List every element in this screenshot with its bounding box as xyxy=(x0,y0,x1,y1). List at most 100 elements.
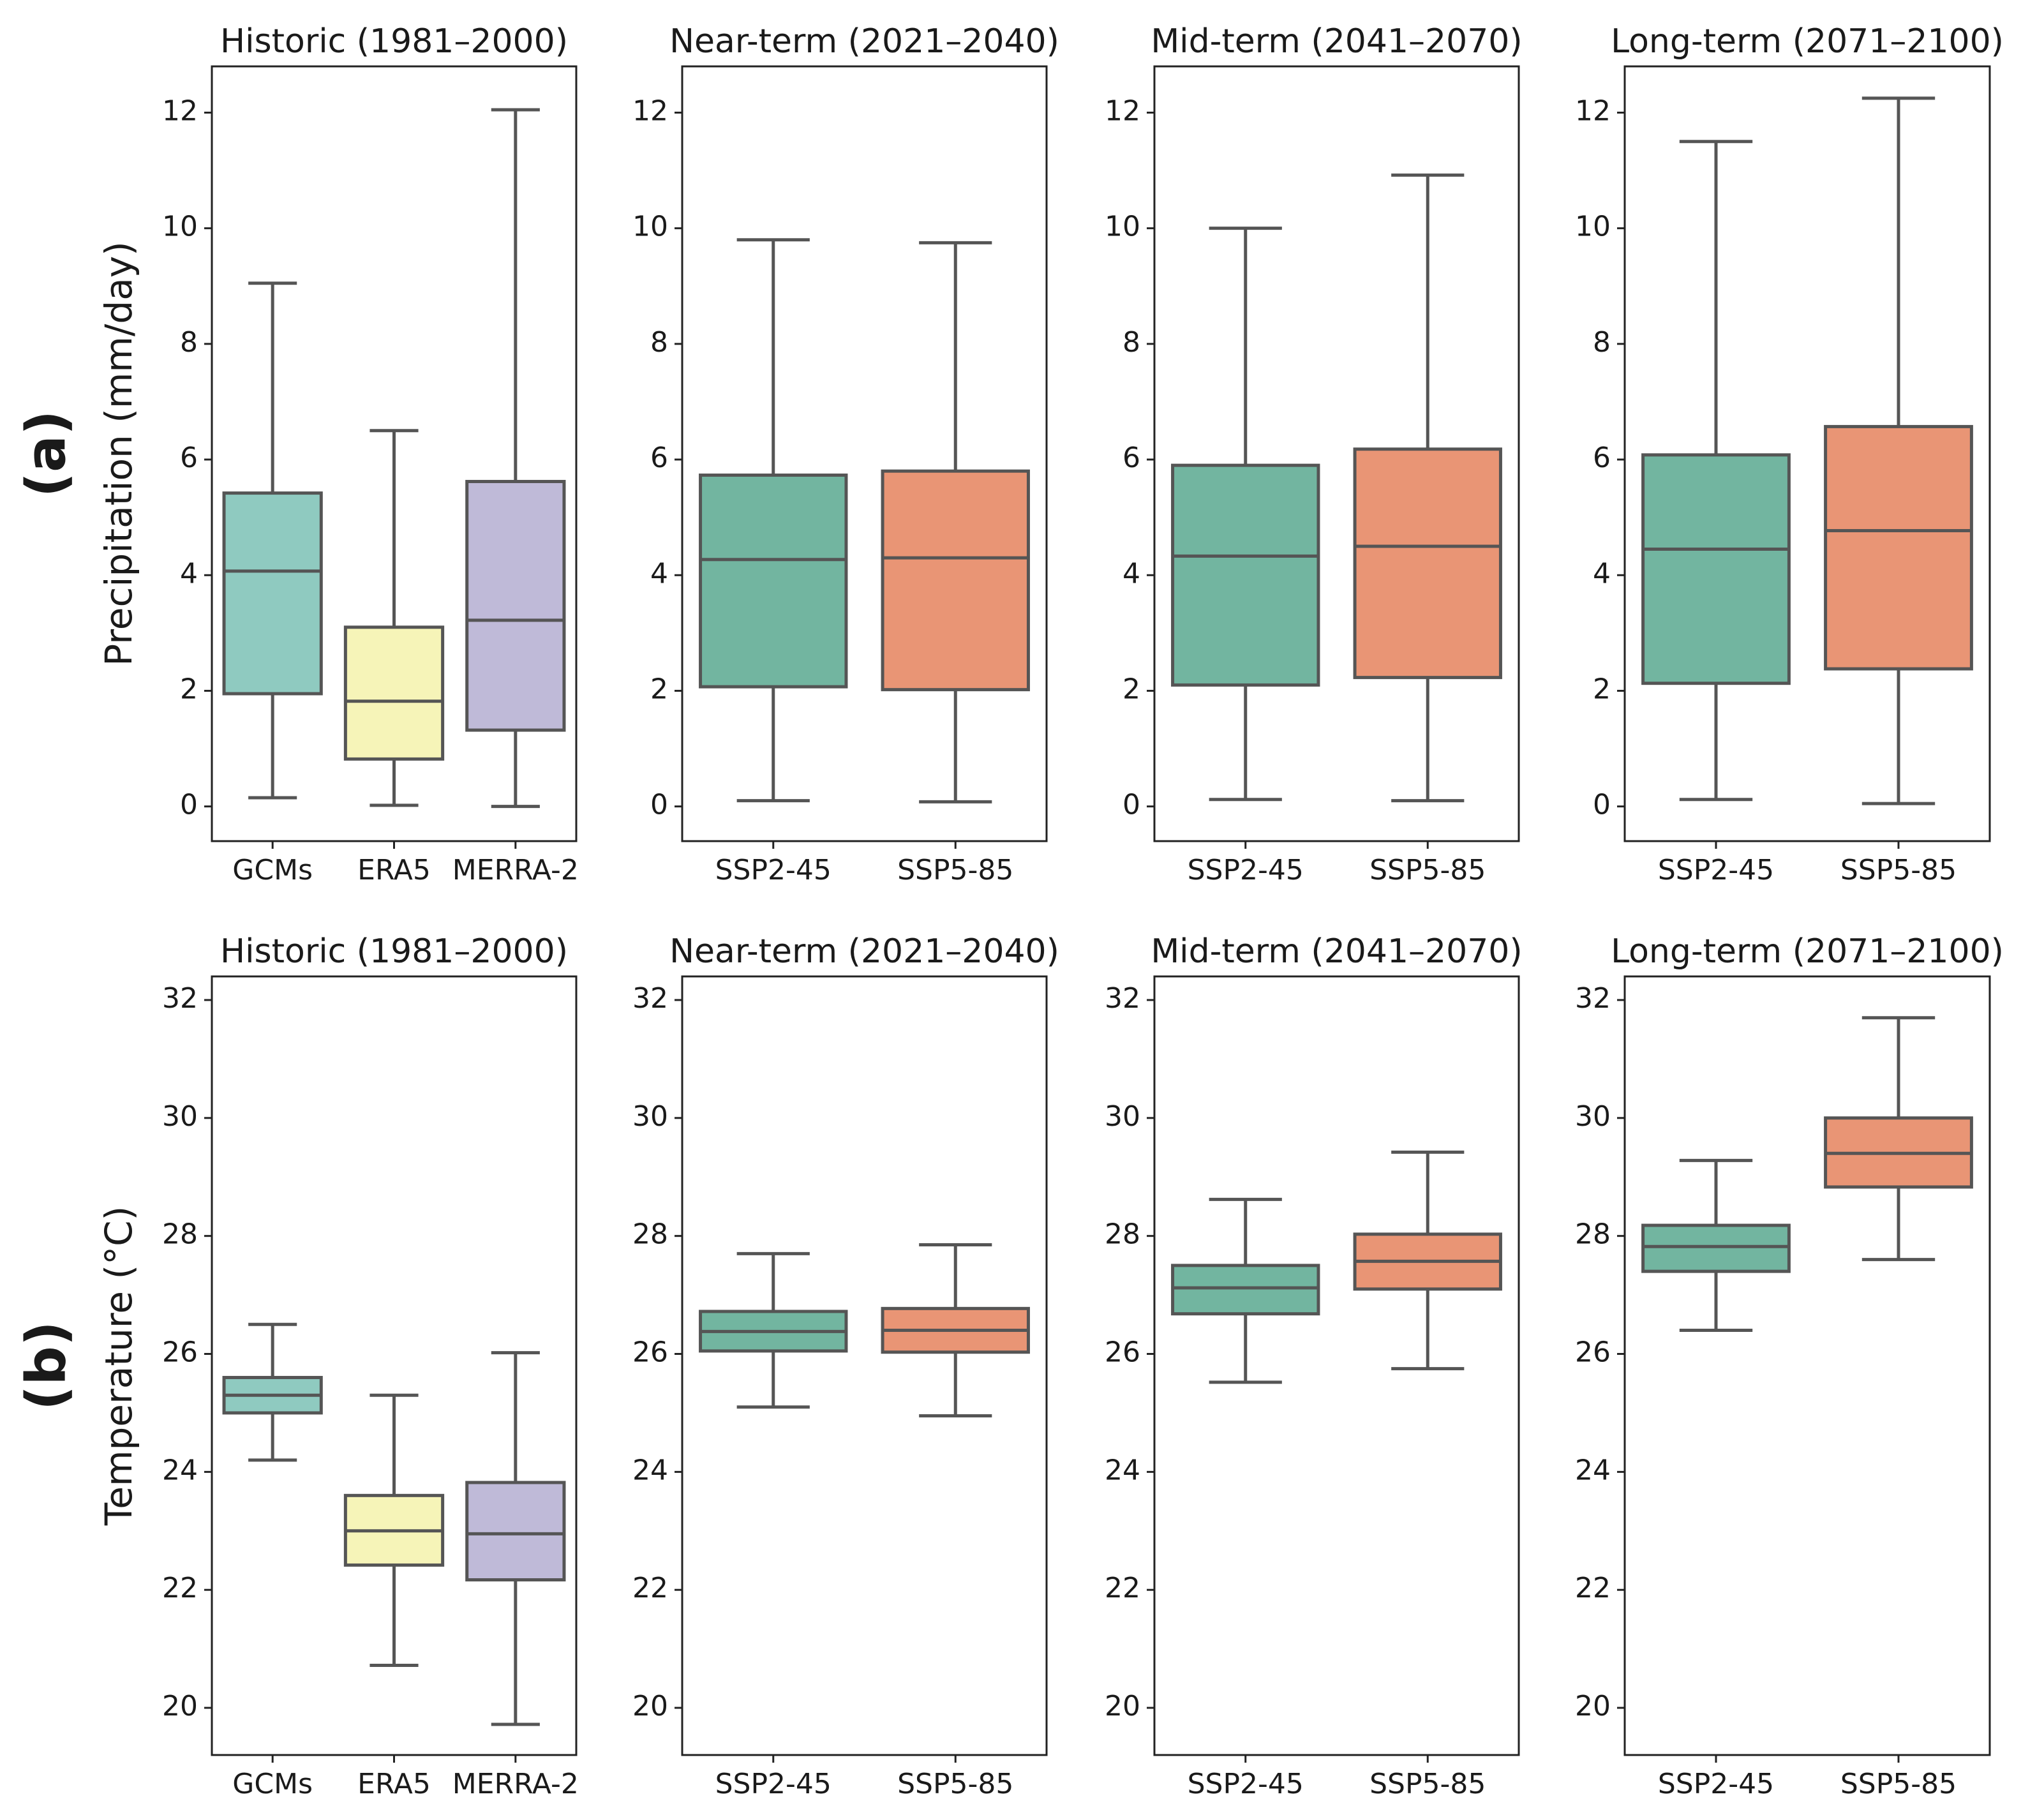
y-tick-label: 30 xyxy=(632,1100,668,1133)
box-ssp5-85 xyxy=(1824,96,1973,805)
x-tick-label: SSP2-45 xyxy=(1188,1768,1304,1800)
box-ssp5-85 xyxy=(1353,1150,1502,1371)
y-tick-label: 4 xyxy=(180,557,198,590)
y-tick-label: 20 xyxy=(632,1690,668,1722)
box-ssp2-45 xyxy=(699,238,848,803)
x-tick-label: SSP2-45 xyxy=(1188,854,1304,886)
x-tick-label: ERA5 xyxy=(357,854,431,886)
x-tick-label: SSP5-85 xyxy=(1369,1768,1486,1800)
y-tick-label: 24 xyxy=(162,1454,198,1486)
box-iqr xyxy=(881,469,1030,692)
panel-1-3: Long-term (2071–2100) 20 22 24 26 28 30 32 SSP2-… xyxy=(1575,932,2004,1800)
y-tick-label: 0 xyxy=(180,789,198,821)
y-tick-label: 2 xyxy=(650,673,668,705)
y-tick-label: 8 xyxy=(650,326,668,359)
box-ssp2-45 xyxy=(1171,227,1320,802)
x-tick-label: MERRA-2 xyxy=(452,1768,579,1800)
box-ssp2-45 xyxy=(1171,1197,1320,1384)
panel-0-0: Historic (1981–2000) 0 2 4 6 8 10 12 GCMs ERA5 MER… xyxy=(162,22,579,886)
y-tick-label: 28 xyxy=(162,1218,198,1251)
panel-title: Long-term (2071–2100) xyxy=(1611,932,2004,971)
y-tick-label: 12 xyxy=(162,94,198,127)
y-tick-label: 0 xyxy=(650,789,668,821)
y-tick-label: 0 xyxy=(1123,789,1140,821)
box-era5 xyxy=(343,1393,445,1668)
x-tick-label: SSP5-85 xyxy=(1840,1768,1957,1800)
y-tick-label: 0 xyxy=(1593,789,1611,821)
y-tick-label: 32 xyxy=(1105,982,1140,1015)
x-tick-label: ERA5 xyxy=(357,1768,431,1800)
x-tick-label: SSP5-85 xyxy=(897,854,1013,886)
box-iqr xyxy=(1353,447,1502,680)
row-label-0: (a) xyxy=(14,410,78,498)
box-era5 xyxy=(343,429,445,807)
y-tick-label: 26 xyxy=(1575,1336,1611,1369)
y-tick-label: 26 xyxy=(162,1336,198,1369)
panel-1-1: Near-term (2021–2040) 20 22 24 26 28 30 32 SSP2-… xyxy=(632,932,1059,1800)
box-iqr xyxy=(222,491,323,696)
box-merra-2 xyxy=(465,1351,566,1726)
panel-title: Historic (1981–2000) xyxy=(220,932,568,971)
y-tick-label: 8 xyxy=(1123,326,1140,359)
y-tick-label: 6 xyxy=(1123,442,1140,474)
y-tick-label: 22 xyxy=(632,1572,668,1604)
panel-title: Long-term (2071–2100) xyxy=(1611,22,2004,61)
axes-frame xyxy=(1153,975,1520,1756)
axes-frame xyxy=(1153,65,1520,842)
y-tick-label: 24 xyxy=(1105,1454,1140,1486)
box-iqr xyxy=(1824,424,1973,671)
y-tick-label: 32 xyxy=(632,982,668,1015)
y-tick-label: 20 xyxy=(162,1690,198,1722)
box-iqr xyxy=(1171,463,1320,687)
y-tick-label: 22 xyxy=(162,1572,198,1604)
y-tick-label: 20 xyxy=(1575,1690,1611,1722)
y-tick-label: 4 xyxy=(650,557,668,590)
y-tick-label: 6 xyxy=(650,442,668,474)
y-tick-label: 32 xyxy=(1575,982,1611,1015)
x-tick-label: SSP2-45 xyxy=(715,1768,832,1800)
axes-frame xyxy=(681,975,1048,1756)
box-iqr xyxy=(465,479,566,732)
y-tick-label: 30 xyxy=(1575,1100,1611,1133)
y-tick-label: 6 xyxy=(1593,442,1611,474)
box-ssp5-85 xyxy=(1824,1016,1973,1262)
box-gcms xyxy=(222,281,323,800)
y-tick-label: 6 xyxy=(180,442,198,474)
axes-frame xyxy=(211,65,578,842)
panel-1-2: Mid-term (2041–2070) 20 22 24 26 28 30 32 SSP2-4… xyxy=(1105,932,1523,1800)
box-iqr xyxy=(465,1481,566,1581)
y-tick-label: 24 xyxy=(1575,1454,1611,1486)
y-tick-label: 2 xyxy=(1123,673,1140,705)
panel-0-2: Mid-term (2041–2070) 0 2 4 6 8 10 12 SSP2-45 SSP5… xyxy=(1105,22,1523,886)
y-tick-label: 28 xyxy=(1105,1218,1140,1251)
x-tick-label: SSP2-45 xyxy=(1658,1768,1774,1800)
y-tick-label: 32 xyxy=(162,982,198,1015)
y-tick-label: 20 xyxy=(1105,1690,1140,1722)
axes-frame xyxy=(1623,65,1991,842)
y-tick-label: 10 xyxy=(1105,211,1140,243)
box-ssp5-85 xyxy=(881,1243,1030,1418)
y-tick-label: 10 xyxy=(1575,211,1611,243)
box-iqr xyxy=(343,625,445,761)
y-tick-label: 30 xyxy=(1105,1100,1140,1133)
panel-0-3: Long-term (2071–2100) 0 2 4 6 8 10 12 SSP2-45 SSP… xyxy=(1575,22,2004,886)
y-tick-label: 4 xyxy=(1123,557,1140,590)
x-tick-label: SSP5-85 xyxy=(1840,854,1957,886)
y-tick-label: 4 xyxy=(1593,557,1611,590)
box-iqr xyxy=(699,474,848,689)
row-label-1: (b) xyxy=(14,1321,78,1410)
y-axis-label-0: Precipitation (mm/day) xyxy=(97,241,140,666)
y-tick-label: 26 xyxy=(1105,1336,1140,1369)
x-tick-label: SSP5-85 xyxy=(897,1768,1013,1800)
panel-title: Mid-term (2041–2070) xyxy=(1151,22,1522,61)
x-tick-label: GCMs xyxy=(232,1768,313,1800)
y-tick-label: 12 xyxy=(1105,94,1140,127)
y-tick-label: 30 xyxy=(162,1100,198,1133)
panel-title: Near-term (2021–2040) xyxy=(669,932,1059,971)
box-iqr xyxy=(1171,1264,1320,1316)
y-tick-label: 28 xyxy=(1575,1218,1611,1251)
panel-title: Near-term (2021–2040) xyxy=(669,22,1059,61)
box-ssp5-85 xyxy=(881,241,1030,803)
panel-1-0: Historic (1981–2000) 20 22 24 26 28 30 32 GCMs ER… xyxy=(162,932,579,1800)
x-tick-label: SSP2-45 xyxy=(1658,854,1774,886)
